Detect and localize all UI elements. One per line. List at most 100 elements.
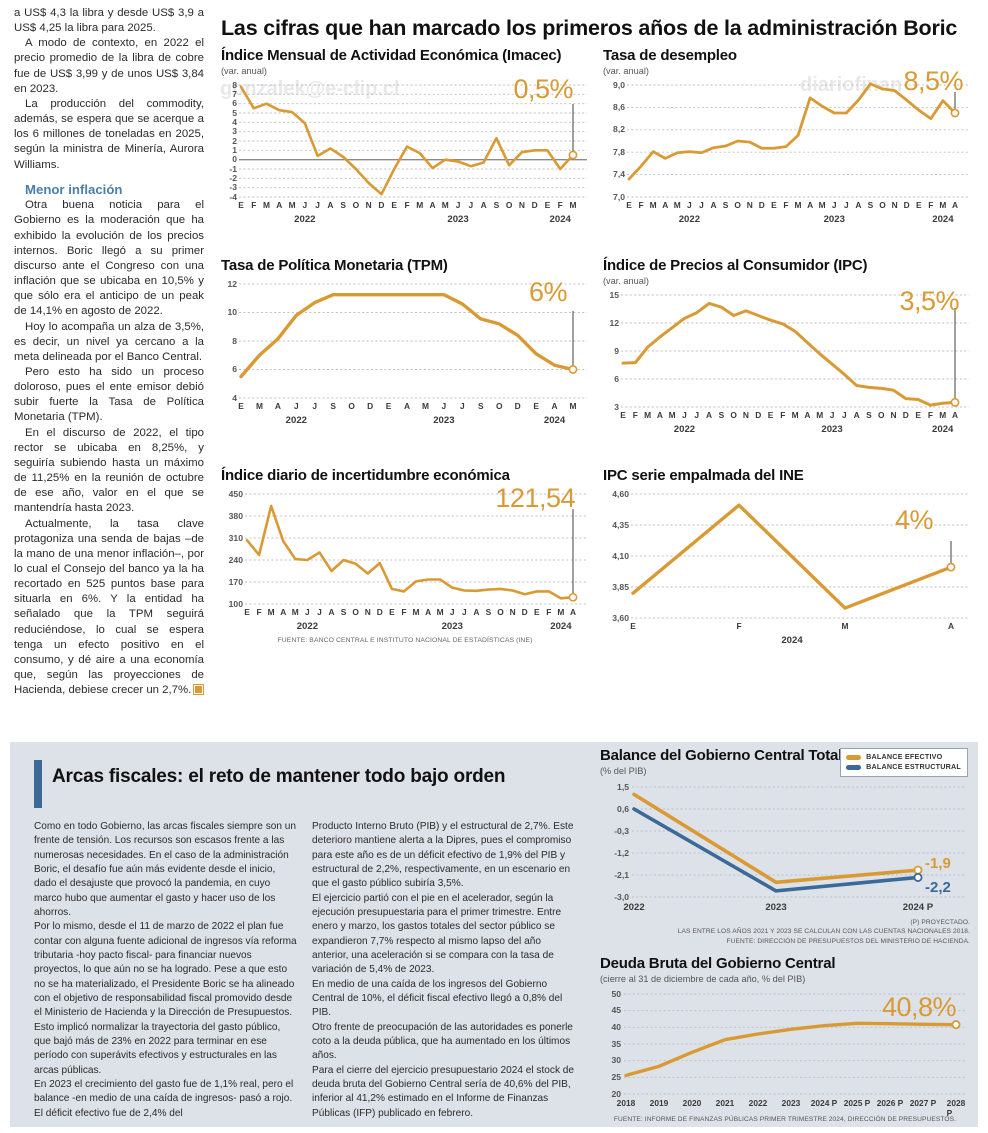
x-tick-label: E [630,620,636,631]
article-paragraph-text: Actualmente, la tasa clave protagoniza u… [14,517,204,697]
x-tick-label: S [340,606,347,617]
x-tick-label: M [267,606,275,617]
y-tick-label: 4,60 [612,488,629,499]
x-tick-label: M [794,199,802,210]
x-tick-label: A [280,606,287,617]
y-tick-label: 380 [228,510,243,521]
x-tick-label: A [276,199,283,210]
article-paragraph: a US$ 4,3 la libra y desde US$ 3,9 a US$… [14,7,204,35]
x-tick-label: F [927,409,933,420]
x-tick-label: E [391,199,398,210]
x-axis-year-labels: 2022 2023 2024 [603,424,971,437]
x-tick-label: M [421,400,429,411]
year-label: 2023 [447,213,469,225]
x-tick-label: M [416,199,424,210]
x-tick-label: O [495,400,503,411]
x-tick-label: 2020 [682,1097,702,1108]
fiscal-paragraph: El ejercicio partió con el pie en el ace… [312,892,562,976]
chart-plot-area: 8 7 6 5 4 3 2 1 0 -1 -2 -3 -4 0,5% [221,75,589,202]
year-label: 2022 [673,423,696,435]
y-tick-label: 450 [228,488,243,499]
y-tick-label: 7,0 [613,191,625,202]
x-tick-label: M [441,199,449,210]
x-tick-label: O [734,199,741,210]
x-tick-label: O [352,606,359,617]
y-tick-label: 4 [232,116,237,127]
y-tick-label: 240 [228,554,243,565]
y-tick-label: 8 [232,335,237,346]
article-paragraph: Pero esto ha sido un proceso doloroso, p… [14,365,204,424]
fiscal-paragraph: Para el cierre del ejercicio presupuesta… [312,1064,575,1119]
y-axis-labels: 15 12 9 6 3 [603,289,619,412]
chart-ipc-empalmada: IPC serie empalmada del INE 4,60 4,35 4,10 3… [603,467,971,648]
chart-callout-value: 40,8% [881,991,957,1022]
series-end-label-efectivo: -1,9 [925,854,951,872]
x-tick-label: J [449,606,455,617]
y-tick-label: 170 [228,576,243,587]
x-axis-labels: 2022 2023 2024 P [600,902,970,916]
x-tick-label: J [831,199,837,210]
x-axis-year-labels: 2022 2023 2024 [603,214,971,227]
y-tick-label: 4,10 [612,550,629,561]
x-tick-label: E [533,400,539,411]
chart-title: Índice Mensual de Actividad Económica (I… [221,47,562,64]
x-tick-label: M [288,199,296,210]
x-tick-label: M [673,199,681,210]
y-tick-label: 3 [614,401,619,412]
legend-label: BALANCE EFECTIVO [866,752,943,761]
fiscal-paragraph: Como en todo Gobierno, las arcas fiscale… [34,821,297,918]
series-end-label-estructural: -2,2 [925,878,951,896]
x-axis-year-labels: 2024 [603,635,971,648]
y-tick-label: -1,2 [614,847,629,858]
x-tick-label: S [330,400,337,411]
x-tick-label: A [855,199,862,210]
year-label: 2024 [543,414,566,426]
x-tick-label: S [340,199,346,210]
x-tick-label: J [699,199,704,210]
x-tick-label: A [951,409,959,420]
x-tick-label: A [274,400,281,411]
year-label: 2024 [550,620,572,632]
y-axis-labels: 450 380 310 240 170 100 [221,488,243,609]
y-tick-label: 25 [611,1071,621,1082]
article-subhead: Menor inflación [25,181,123,197]
x-tick-label: S [866,409,872,420]
x-tick-label: A [551,400,558,411]
x-tick-label: M [644,409,652,420]
x-tick-label: J [305,606,310,617]
chart-title: IPC serie empalmada del INE [603,467,804,484]
x-tick-label: O [730,409,737,420]
end-of-article-mark [193,684,205,696]
fiscal-paragraph: Por lo mismo, desde el 11 de marzo de 20… [34,921,297,1076]
x-tick-label: S [718,409,725,420]
x-tick-label: E [915,409,921,420]
fiscal-paragraph: En medio de una caída de los ingresos de… [312,978,563,1019]
x-tick-label: A [807,199,814,210]
chart-desempleo: Tasa de desempleo (var. anual) 9,0 8,6 8,2 7,… [603,47,971,227]
x-tick-label: O [497,606,504,617]
y-tick-label: 9 [614,345,619,356]
x-tick-label: D [902,409,909,420]
x-tick-label: A [706,409,713,420]
x-tick-label: N [890,409,897,420]
y-tick-label: 10 [227,307,237,317]
chart-plot-area: 4,60 4,35 4,10 3,85 3,60 4% [603,488,971,623]
x-tick-label: 2024 P [810,1097,838,1108]
y-axis-labels: 9,0 8,6 8,2 7,8 7,4 7,0 [603,80,625,202]
chart-subtitle: (var. anual) [603,275,649,286]
chart-title: Tasa de desempleo [603,47,737,64]
chart-title: Deuda Bruta del Gobierno Central [600,955,836,972]
x-tick-label: A [656,409,663,420]
x-tick-label: A [403,400,411,411]
x-tick-label: D [755,409,762,420]
chart-callout-value: 4% [894,504,934,535]
y-tick-label: 15 [609,289,619,300]
fiscal-paragraph: Producto Interno Bruto (PIB) y el estruc… [312,821,574,890]
x-tick-label: D [514,400,521,411]
x-tick-label: N [518,199,525,210]
x-tick-label: M [939,199,947,210]
chart-callout-value: 6% [528,276,568,307]
x-tick-label: M [569,400,577,411]
x-tick-label: M [263,199,271,210]
year-label: 2022 [296,620,319,632]
